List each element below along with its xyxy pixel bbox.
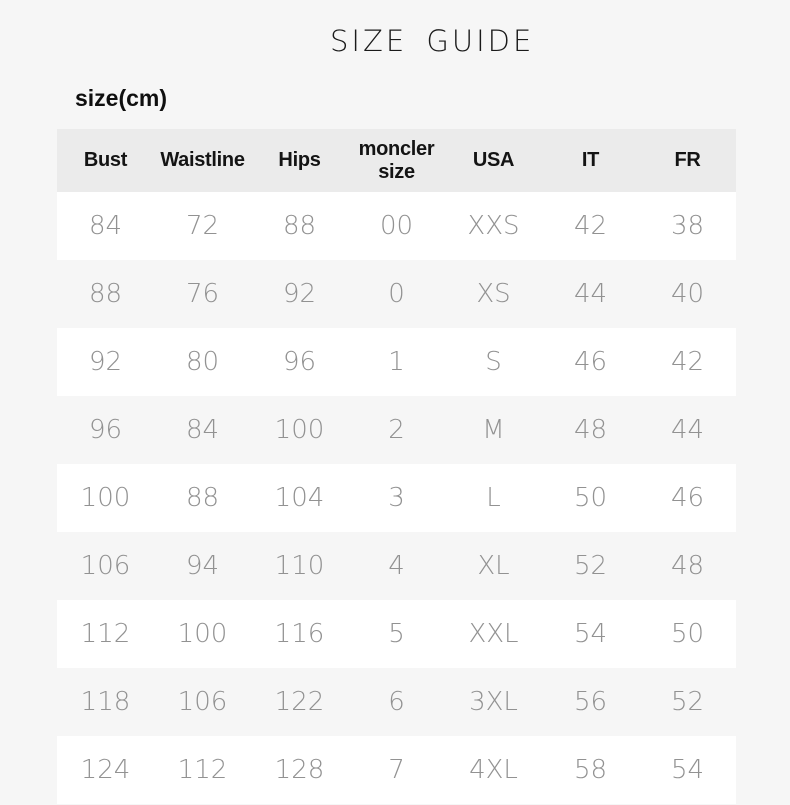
column-header: USA (445, 129, 542, 192)
table-cell: 72 (185, 211, 220, 241)
table-cell: S (485, 347, 502, 377)
table-row: 106 94 110 4 XL 52 48 (57, 532, 736, 600)
column-header: moncler size (348, 129, 445, 192)
table-cell: XS (476, 279, 511, 309)
table-cell: XXL (468, 619, 519, 649)
table-cell: 6 (388, 687, 405, 717)
table-cell: 88 (282, 211, 317, 241)
table-cell: 118 (80, 687, 131, 717)
table-cell: 52 (573, 551, 608, 581)
table-header-row: Bust Waistline Hips moncler size USA IT FR (57, 129, 736, 192)
table-cell: 112 (177, 755, 228, 785)
table-cell: 48 (670, 551, 705, 581)
table-cell: 2 (388, 415, 405, 445)
table-cell: 3XL (469, 687, 518, 717)
table-cell: 5 (388, 619, 405, 649)
table-cell: 00 (379, 211, 414, 241)
table-cell: 80 (185, 347, 220, 377)
table-cell: 50 (573, 483, 608, 513)
table-cell: 52 (670, 687, 705, 717)
table-cell: 84 (185, 415, 220, 445)
table-cell: 96 (282, 347, 317, 377)
page-title: SIZE GUIDE (330, 24, 535, 58)
table-cell: 38 (670, 211, 705, 241)
column-header: Bust (57, 129, 154, 192)
column-header: Waistline (154, 129, 251, 192)
table-cell: 112 (80, 619, 131, 649)
table-cell: 58 (573, 755, 608, 785)
table-row: 92 80 96 1 S 46 42 (57, 328, 736, 396)
table-cell: 4 (388, 551, 405, 581)
table-cell: 56 (573, 687, 608, 717)
table-cell: 0 (388, 279, 405, 309)
table-cell: 54 (670, 755, 705, 785)
column-header: IT (542, 129, 639, 192)
table-cell: 40 (670, 279, 705, 309)
table-cell: L (486, 483, 501, 513)
table-body: 84 72 88 00 XXS 42 38 88 76 92 0 XS 44 40 92 80 96 1 S 46 42… (57, 192, 736, 804)
table-row: 112 100 116 5 XXL 54 50 (57, 600, 736, 668)
table-row: 96 84 100 2 M 48 44 (57, 396, 736, 464)
table-row: 118 106 122 6 3XL 56 52 (57, 668, 736, 736)
table-cell: 106 (80, 551, 131, 581)
table-cell: 46 (573, 347, 608, 377)
table-row: 84 72 88 00 XXS 42 38 (57, 192, 736, 260)
table-cell: 100 (177, 619, 228, 649)
size-guide-table: Bust Waistline Hips moncler size USA IT FR 84 7… (57, 129, 736, 804)
table-cell: 42 (573, 211, 608, 241)
table-row: 100 88 104 3 L 50 46 (57, 464, 736, 532)
table-cell: 104 (274, 483, 325, 513)
table-cell: 100 (80, 483, 131, 513)
unit-label: size(cm) (75, 85, 168, 111)
table-cell: 1 (388, 347, 405, 377)
table-row: 88 76 92 0 XS 44 40 (57, 260, 736, 328)
column-header: FR (639, 129, 736, 192)
table-cell: 54 (573, 619, 608, 649)
table-cell: 88 (185, 483, 220, 513)
table-cell: 122 (274, 687, 325, 717)
table-cell: 124 (80, 755, 131, 785)
table-cell: 7 (388, 755, 405, 785)
table-cell: 116 (274, 619, 325, 649)
table-cell: 84 (88, 211, 123, 241)
table-cell: M (482, 415, 505, 445)
table-cell: 106 (177, 687, 228, 717)
table-cell: 100 (274, 415, 325, 445)
table-cell: 128 (274, 755, 325, 785)
column-header: Hips (251, 129, 348, 192)
table-cell: 110 (274, 551, 325, 581)
table-cell: XXS (467, 211, 520, 241)
table-cell: 48 (573, 415, 608, 445)
table-cell: 42 (670, 347, 705, 377)
table-cell: XL (477, 551, 510, 581)
table-head: Bust Waistline Hips moncler size USA IT FR (57, 129, 736, 192)
table-cell: 92 (88, 347, 123, 377)
table-cell: 50 (670, 619, 705, 649)
table-cell: 96 (88, 415, 123, 445)
table-cell: 3 (388, 483, 405, 513)
table-cell: 92 (282, 279, 317, 309)
table-cell: 94 (185, 551, 220, 581)
table-cell: 88 (88, 279, 123, 309)
table-cell: 46 (670, 483, 705, 513)
table-cell: 4XL (469, 755, 518, 785)
table-cell: 44 (670, 415, 705, 445)
table-row: 124 112 128 7 4XL 58 54 (57, 736, 736, 804)
table-cell: 44 (573, 279, 608, 309)
table-cell: 76 (185, 279, 220, 309)
